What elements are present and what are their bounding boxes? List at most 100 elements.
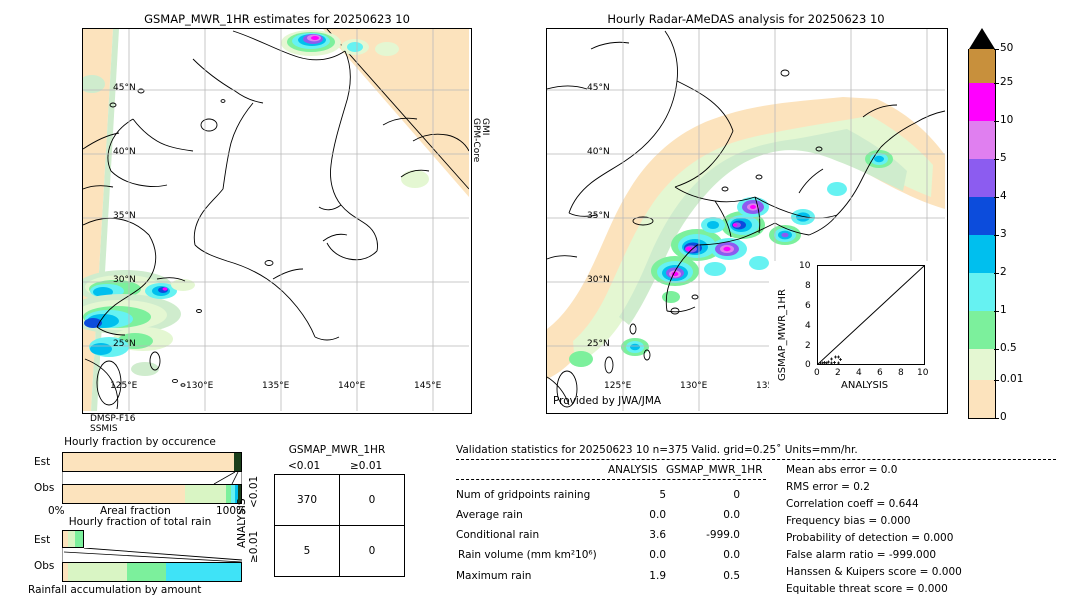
- colorbar-tickmark-25: [994, 83, 999, 84]
- occurrence-xlabel: Areal fraction: [100, 505, 171, 517]
- occurrence-chart-title: Hourly fraction by occurence: [64, 436, 216, 448]
- validation-row-2-analysis: 3.6: [649, 529, 666, 541]
- left-lon-tick-130: 130°E: [186, 381, 214, 391]
- validation-row-0-product: 0: [733, 489, 740, 501]
- occurrence-row-label-est: Est: [34, 456, 51, 468]
- contingency-cell-hits-none: 370: [274, 474, 340, 526]
- occurrence-obs-seg-2: [234, 485, 238, 503]
- contingency-cell-false-alarm: 0: [339, 474, 405, 526]
- right-map: 45°N 40°N 35°N 30°N 25°N 125°E 130°E 135…: [546, 28, 948, 414]
- validation-col-header-product: GSMAP_MWR_1HR: [666, 464, 763, 476]
- scatter-xtick-4: 4: [856, 368, 862, 378]
- validation-row-3-label: Rain volume (mm km²10⁶): [458, 549, 597, 561]
- left-lat-tick-40: 40°N: [113, 147, 136, 157]
- score-hanssen-kuipers: Hanssen & Kuipers score = 0.000: [786, 566, 962, 578]
- occurrence-obs-seg-3: [237, 485, 241, 503]
- total-rain-obs-seg-0: [63, 563, 69, 581]
- right-lat-tick-45: 45°N: [587, 83, 610, 93]
- colorbar-band-4: [968, 197, 996, 235]
- total-rain-obs-seg-001: [68, 563, 128, 581]
- gpm-core-sensor-label: GPM-Core GMI: [471, 118, 492, 188]
- colorbar-label-001: 0.01: [1000, 373, 1024, 385]
- right-lat-tick-30: 30°N: [587, 275, 610, 285]
- validation-row-2-product: -999.0: [706, 529, 740, 541]
- contingency-col-header-lt: <0.01: [288, 460, 321, 472]
- scatter-ylabel: GSMAP_MWR_1HR: [777, 289, 788, 381]
- scatter-canvas: [818, 266, 924, 364]
- occurrence-xmax-label: 100%: [216, 505, 247, 517]
- scatter-ytick-6: 6: [805, 301, 811, 311]
- occurrence-obs-seg-1: [231, 485, 235, 503]
- contingency-row-header-lt: <0.01: [248, 475, 260, 508]
- total-rain-connector: [62, 548, 242, 562]
- total-rain-est-seg-0: [63, 531, 69, 547]
- colorbar-label-4: 4: [1000, 190, 1007, 202]
- table-row: 370 0: [274, 474, 405, 526]
- validation-row-3-product: 0.0: [723, 549, 740, 561]
- left-map-canvas: [83, 29, 469, 411]
- score-probability-of-detection: Probability of detection = 0.000: [786, 532, 954, 544]
- scatter-ytick-2: 2: [805, 341, 811, 351]
- total-rain-chart: Est Obs Rainfall accumulation by amount: [28, 530, 244, 596]
- jwa-jma-credit: Provided by JWA/JMA: [553, 395, 662, 407]
- contingency-cell-hit: 0: [339, 525, 405, 577]
- total-rain-chart-title: Hourly fraction of total rain: [68, 516, 212, 528]
- right-lat-tick-40: 40°N: [587, 147, 610, 157]
- score-rms-error: RMS error = 0.2: [786, 481, 870, 493]
- validation-row-4-label: Maximum rain: [456, 570, 532, 582]
- validation-row-1-analysis: 0.0: [649, 509, 666, 521]
- scatter-inset: GSMAP_MWR_1HR: [769, 261, 945, 411]
- colorbar-tickmark-001: [994, 380, 999, 381]
- validation-col-header-analysis: ANALYSIS: [608, 464, 658, 476]
- colorbar-label-0: 0: [1000, 411, 1007, 423]
- left-lat-tick-45: 45°N: [113, 83, 136, 93]
- scatter-xtick-8: 8: [898, 368, 904, 378]
- colorbar-label-5: 5: [1000, 152, 1007, 164]
- left-lon-tick-135: 135°E: [262, 381, 290, 391]
- left-footer-sensor: SSMIS: [90, 424, 118, 434]
- total-rain-row-label-obs: Obs: [34, 560, 55, 572]
- total-rain-obs-seg-05: [127, 563, 167, 581]
- colorbar-band-3: [968, 235, 996, 273]
- left-lon-tick-125: 125°E: [110, 381, 138, 391]
- validation-divider-mid: [456, 479, 766, 480]
- total-rain-est-seg-05: [75, 531, 83, 547]
- contingency-col-header-ge: ≥0.01: [350, 460, 383, 472]
- score-correlation-coeff: Correlation coeff = 0.644: [786, 498, 919, 510]
- table-row: 5 0: [274, 525, 405, 577]
- score-false-alarm-ratio: False alarm ratio = -999.000: [786, 549, 937, 561]
- scatter-xtick-0: 0: [814, 368, 820, 378]
- validation-row-1-label: Average rain: [456, 509, 523, 521]
- colorbar-band-10: [968, 121, 996, 159]
- colorbar-label-10: 10: [1000, 114, 1014, 126]
- scatter-xlabel: ANALYSIS: [841, 380, 889, 391]
- occurrence-chart: Est Obs 0% Areal fraction 100%: [34, 450, 246, 517]
- colorbar-band-1: [968, 311, 996, 349]
- validation-row-3-analysis: 0.0: [649, 549, 666, 561]
- colorbar-band-05: [968, 349, 996, 380]
- total-rain-bar-obs: [62, 562, 242, 582]
- left-lat-tick-35: 35°N: [113, 211, 136, 221]
- colorbar-tickmark-05: [994, 349, 999, 350]
- total-rain-bar-est: [62, 530, 84, 548]
- colorbar-label-25: 25: [1000, 76, 1014, 88]
- total-rain-row-label-est: Est: [34, 534, 51, 546]
- scatter-xtick-2: 2: [835, 368, 841, 378]
- validation-divider-top: [456, 459, 1056, 460]
- scatter-ytick-10: 10: [799, 261, 811, 271]
- right-lon-tick-125: 125°E: [604, 381, 632, 391]
- colorbar-band-001: [968, 380, 996, 419]
- colorbar-label-1: 1: [1000, 304, 1007, 316]
- score-frequency-bias: Frequency bias = 0.000: [786, 515, 911, 527]
- occurrence-bar-obs: [62, 484, 242, 504]
- left-lon-tick-145: 145°E: [414, 381, 442, 391]
- colorbar-tickmark-50: [994, 49, 999, 50]
- right-lon-tick-130: 130°E: [680, 381, 708, 391]
- left-lat-tick-25: 25°N: [113, 339, 136, 349]
- total-rain-obs-seg-1: [166, 563, 241, 581]
- scatter-ytick-0: 0: [805, 360, 811, 370]
- validation-row-0-analysis: 5: [659, 489, 666, 501]
- validation-row-4-analysis: 1.9: [649, 570, 666, 582]
- colorbar-arrow-icon: [969, 28, 995, 49]
- contingency-cell-miss: 5: [274, 525, 340, 577]
